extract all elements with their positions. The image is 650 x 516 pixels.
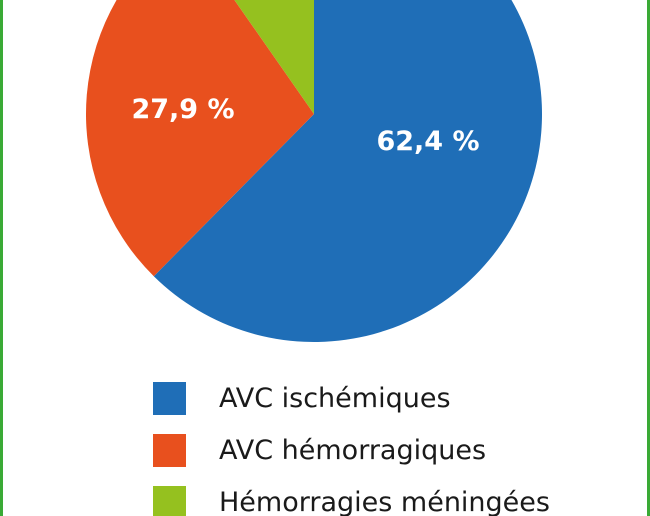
legend-swatch	[153, 485, 186, 516]
legend-item-avc-ischemiques: AVC ischémiques	[153, 372, 633, 424]
label-avc-hemorragiques: 27,9 %	[131, 94, 234, 125]
legend-item-hemorragies-meningees: Hémorragies méningées	[153, 476, 633, 516]
pie-chart: 62,4 % 27,9 %	[86, 0, 542, 342]
legend-swatch	[153, 433, 186, 467]
legend-item-avc-hemorragiques: AVC hémorragiques	[153, 424, 633, 476]
label-avc-ischemiques: 62,4 %	[376, 126, 479, 157]
slice-hemorragies-meningees	[234, 0, 314, 114]
legend-label: Hémorragies méningées	[219, 486, 550, 516]
legend-label: AVC hémorragiques	[219, 434, 487, 466]
slice-avc-ischemiques	[153, 0, 542, 342]
slice-avc-hemorragiques	[86, 0, 314, 277]
legend-label: AVC ischémiques	[219, 382, 451, 414]
legend: AVC ischémiques AVC hémorragiques Hémorrag…	[153, 372, 633, 516]
legend-swatch	[153, 381, 186, 415]
